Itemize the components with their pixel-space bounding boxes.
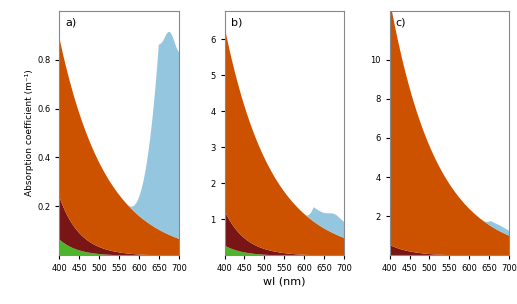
X-axis label: wl (nm): wl (nm) — [263, 276, 306, 286]
Text: b): b) — [231, 18, 242, 28]
Y-axis label: Absorption coefficient (m⁻¹): Absorption coefficient (m⁻¹) — [25, 70, 35, 196]
Text: a): a) — [66, 18, 77, 28]
Text: c): c) — [396, 18, 406, 28]
